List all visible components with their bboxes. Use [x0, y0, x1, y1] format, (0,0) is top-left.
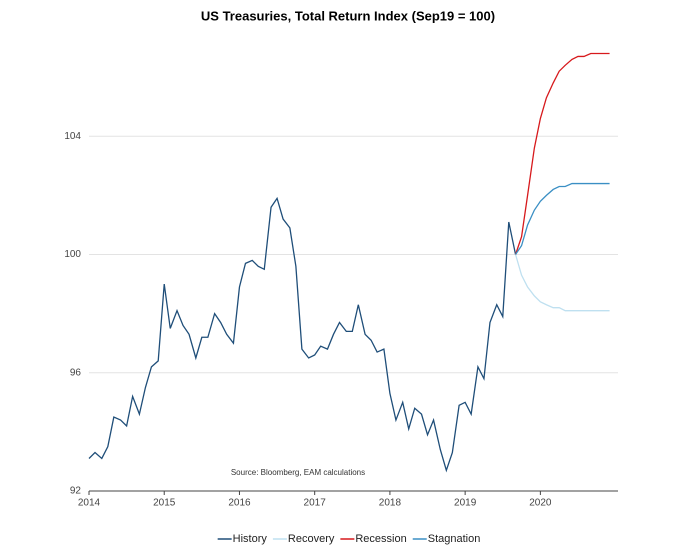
legend-label: Recovery: [288, 533, 335, 545]
legend-label: History: [233, 533, 268, 545]
chart-title: US Treasuries, Total Return Index (Sep19…: [201, 8, 495, 23]
x-tick-label: 2015: [153, 498, 176, 509]
legend: History Recovery Recession Stagnation: [217, 533, 481, 545]
legend-label: Recession: [355, 533, 406, 545]
x-tick-label: 2017: [304, 498, 327, 509]
series-line: [514, 52, 610, 255]
series-line: [514, 254, 610, 312]
series-line: [88, 196, 517, 473]
y-tick-label: 96: [70, 367, 82, 378]
y-tick-label: 92: [70, 486, 82, 497]
x-tick-label: 2016: [228, 498, 251, 509]
y-tick-label: 104: [64, 131, 81, 142]
x-tick-label: 2020: [529, 498, 552, 509]
y-tick-label: 100: [64, 249, 81, 260]
x-tick-label: 2018: [379, 498, 402, 509]
x-tick-label: 2014: [78, 498, 101, 509]
x-tick-label: 2019: [454, 498, 477, 509]
legend-label: Stagnation: [428, 533, 481, 545]
source-note: Source: Bloomberg, EAM calculations: [231, 468, 365, 477]
series-line: [515, 182, 610, 255]
